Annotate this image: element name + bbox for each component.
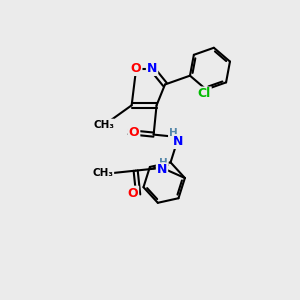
Text: N: N	[173, 135, 184, 148]
Text: O: O	[129, 126, 140, 139]
Text: CH₃: CH₃	[93, 119, 114, 130]
Text: CH₃: CH₃	[92, 168, 113, 178]
Text: O: O	[128, 187, 138, 200]
Text: Cl: Cl	[197, 88, 211, 100]
Text: H: H	[169, 128, 178, 138]
Text: H: H	[159, 158, 168, 167]
Text: N: N	[157, 164, 167, 176]
Text: O: O	[131, 62, 142, 75]
Text: N: N	[147, 62, 157, 75]
